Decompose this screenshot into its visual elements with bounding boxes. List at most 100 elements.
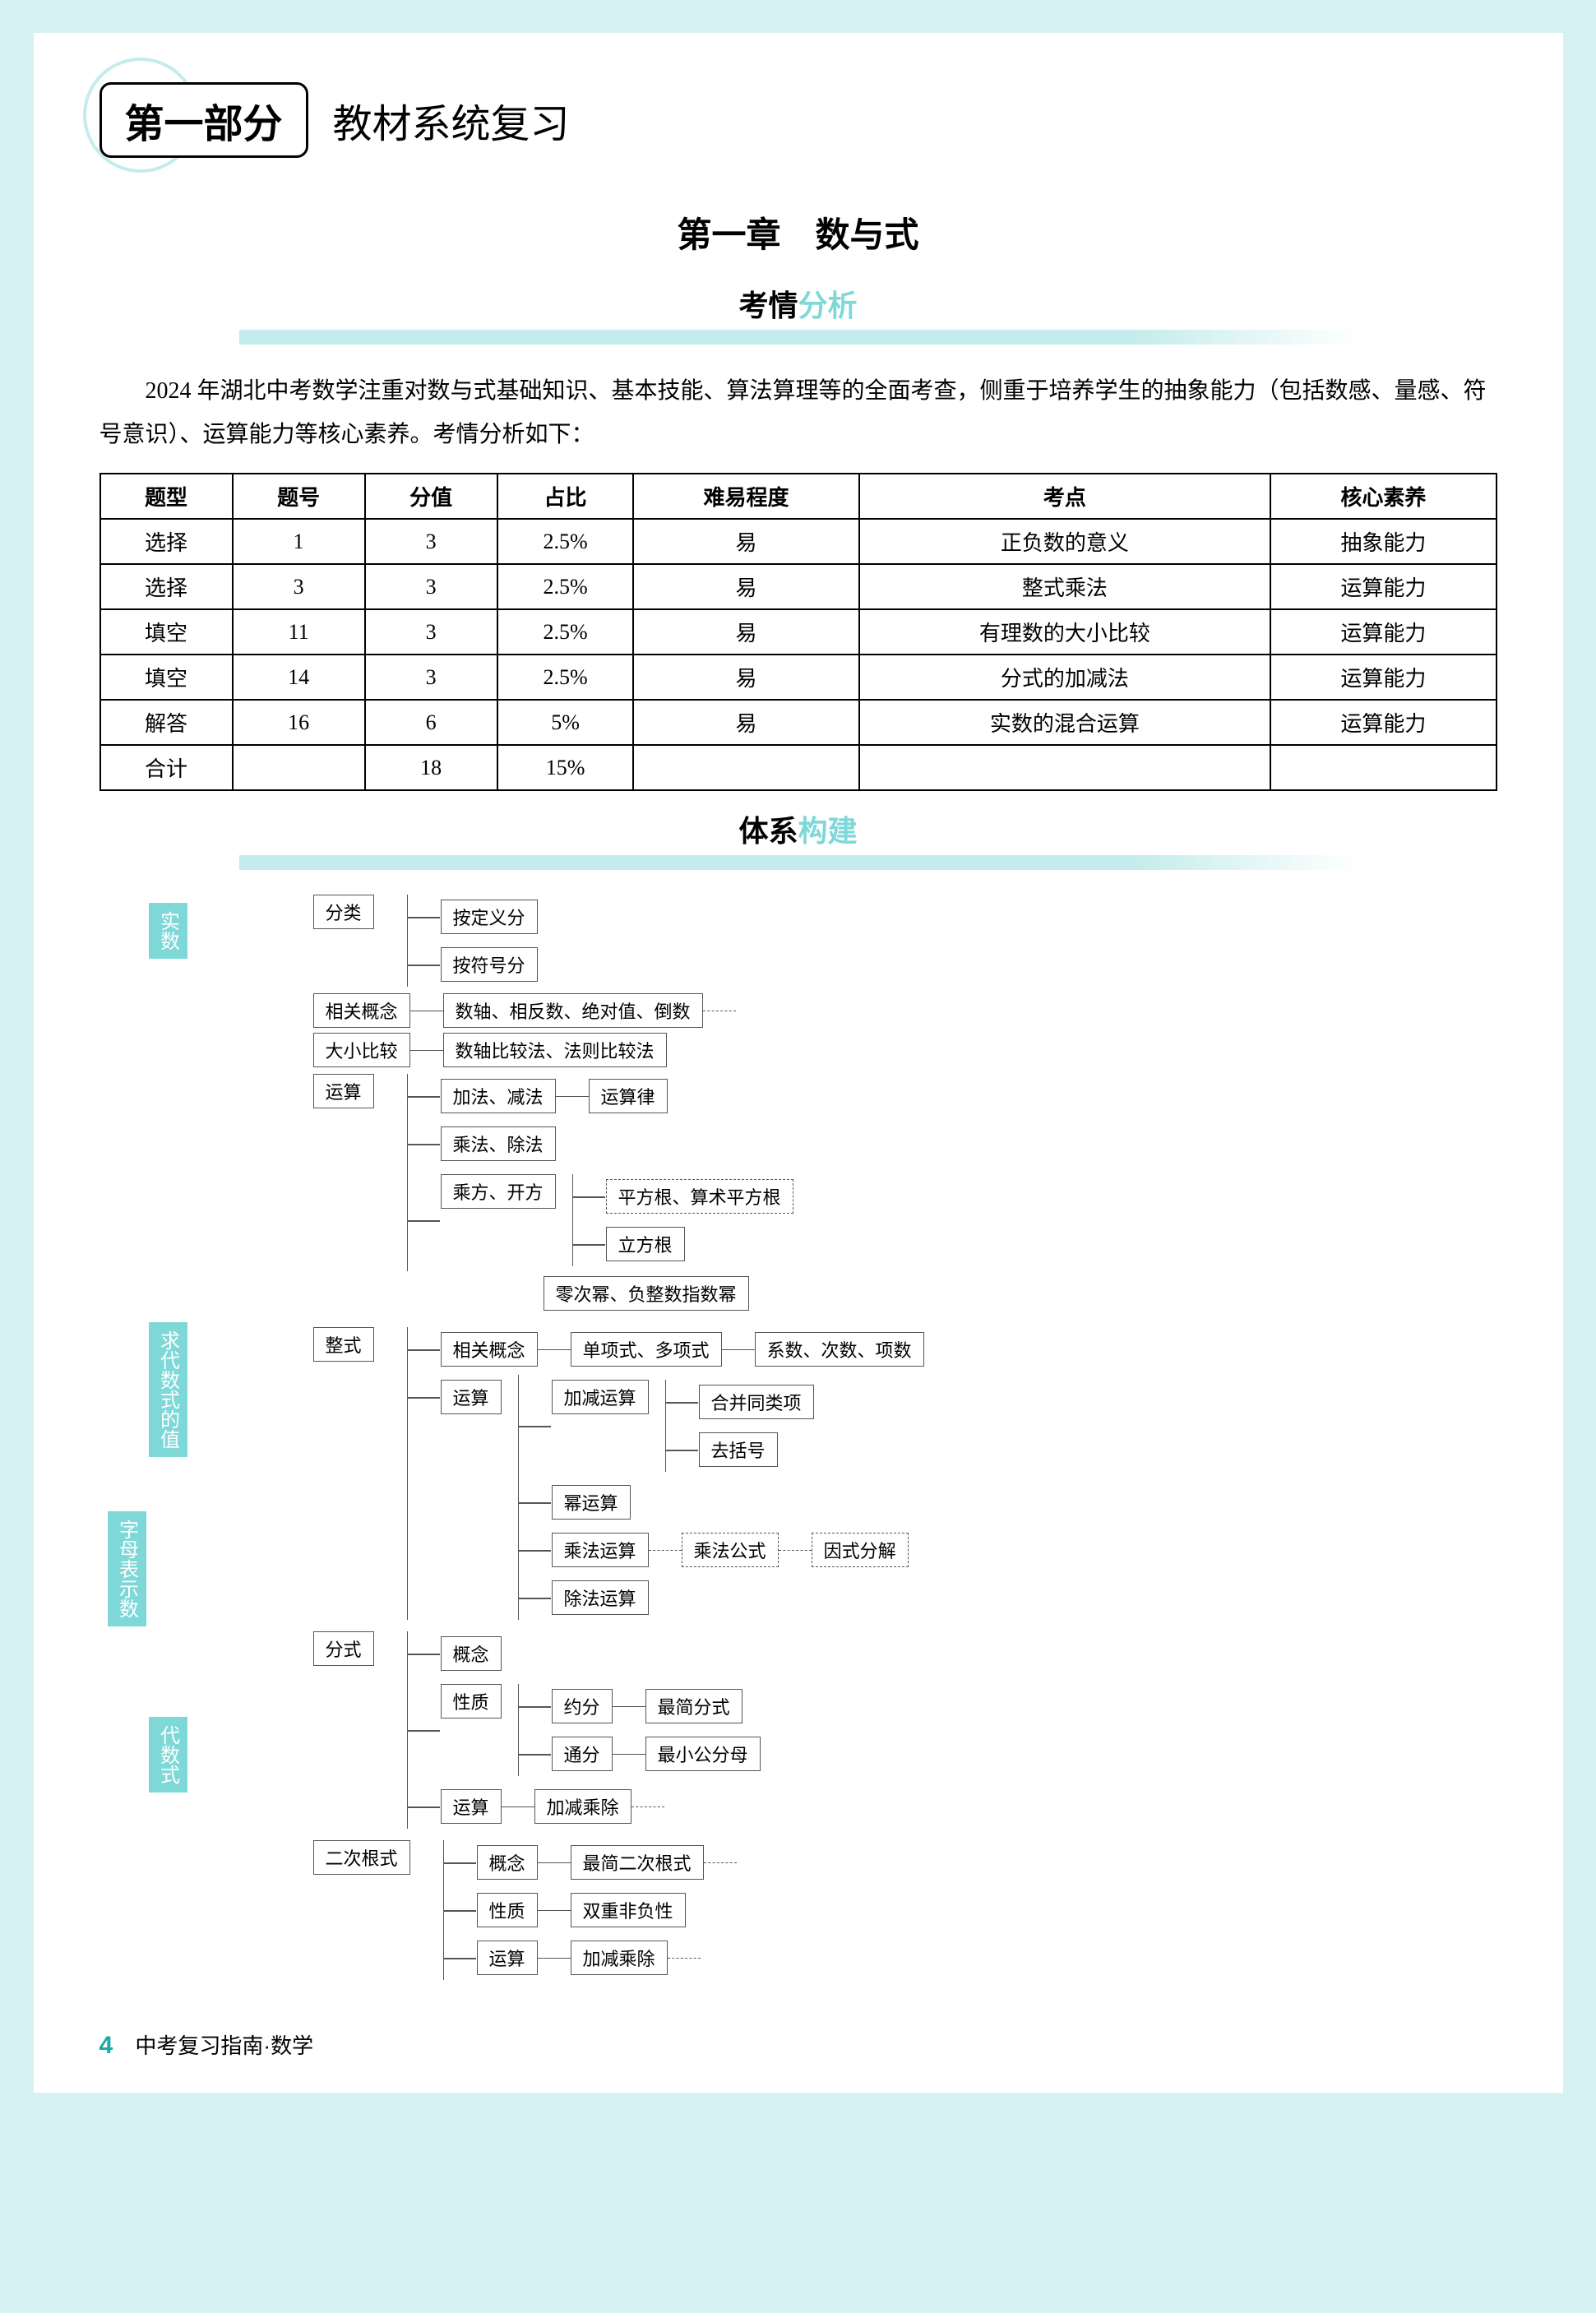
- table-row: 填空1132.5%易有理数的大小比较运算能力: [100, 609, 1497, 655]
- node-shuangchong: 双重非负性: [571, 1893, 686, 1927]
- section-kaoqing: 考情分析: [99, 282, 1497, 345]
- table-header-cell: 题号: [233, 474, 365, 519]
- table-row: 选择132.5%易正负数的意义抽象能力: [100, 519, 1497, 564]
- branch-lingci: 零次幂、负整数指数幂: [544, 1276, 1497, 1311]
- node-chengfang: 乘方、开方: [441, 1174, 556, 1209]
- table-header-cell: 考点: [859, 474, 1271, 519]
- table-cell: [1270, 745, 1496, 790]
- node-genshi: 二次根式: [313, 1840, 410, 1875]
- table-cell: 有理数的大小比较: [859, 609, 1271, 655]
- branch-yunsuan: 运算 加法、减法 运算律 乘法、除法 乘方、开方 平方根、算术平方根: [313, 1074, 1497, 1271]
- section-bar: [239, 330, 1358, 345]
- node-gainian-leaf: 数轴、相反数、绝对值、倒数: [443, 993, 703, 1028]
- part-badge: 第一部分: [99, 82, 308, 158]
- table-cell: [233, 745, 365, 790]
- node-gs-yunsuan: 运算: [477, 1941, 538, 1975]
- table-cell: 选择: [100, 519, 233, 564]
- branch-bijiao: 大小比较 数轴比较法、法则比较法: [313, 1033, 1497, 1067]
- node-qukuohao: 去括号: [699, 1432, 778, 1467]
- node-tongfen: 通分: [552, 1737, 613, 1771]
- table-cell: 正负数的意义: [859, 519, 1271, 564]
- node-fenshi: 分式: [313, 1631, 374, 1666]
- node-fs-yunsuan: 运算: [441, 1789, 502, 1824]
- table-row: 合计1815%: [100, 745, 1497, 790]
- table-cell: 15%: [497, 745, 634, 790]
- node-fenlei: 分类: [313, 895, 374, 929]
- table-cell: 填空: [100, 609, 233, 655]
- node-fs-gainian: 概念: [441, 1636, 502, 1671]
- table-cell: 2.5%: [497, 609, 634, 655]
- node-bijiao-leaf: 数轴比较法、法则比较法: [443, 1033, 667, 1067]
- table-cell: 18: [365, 745, 497, 790]
- chapter-title: 第一章 数与式: [99, 207, 1497, 257]
- node-andingyi: 按定义分: [441, 900, 538, 934]
- node-fs-jjcc: 加减乘除: [534, 1789, 631, 1824]
- node-zuijian: 最简分式: [645, 1689, 742, 1723]
- node-fs-xingzhi: 性质: [441, 1684, 502, 1719]
- node-gainian: 相关概念: [313, 993, 410, 1028]
- table-cell: 11: [233, 609, 365, 655]
- node-yuefen: 约分: [552, 1689, 613, 1723]
- vtab-outer: 字母表示数: [108, 1511, 146, 1626]
- node-chengfagongshi: 乘法公式: [682, 1533, 779, 1567]
- table-cell: 14: [233, 655, 365, 700]
- page: 第一部分 教材系统复习 第一章 数与式 考情分析 2024 年湖北中考数学注重对…: [34, 33, 1563, 2093]
- table-cell: 分式的加减法: [859, 655, 1271, 700]
- table-cell: 易: [633, 519, 858, 564]
- node-lifanggen: 立方根: [606, 1227, 685, 1261]
- table-cell: 2.5%: [497, 655, 634, 700]
- table-cell: [859, 745, 1271, 790]
- node-yinshi: 因式分解: [812, 1533, 909, 1567]
- table-cell: 填空: [100, 655, 233, 700]
- node-chengfa: 乘法、除法: [441, 1126, 556, 1161]
- table-cell: 16: [233, 700, 365, 745]
- table-cell: 整式乘法: [859, 564, 1271, 609]
- branch-zhengshi: 整式 相关概念 单项式、多项式 系数、次数、项数 运算 加减运算: [313, 1327, 1497, 1620]
- vtab-daishushi: 代数式: [149, 1717, 187, 1793]
- page-footer: 4 中考复习指南·数学: [99, 2029, 1497, 2060]
- section1-bold: 考情: [738, 289, 798, 322]
- page-number: 4: [99, 2032, 113, 2059]
- section-tixi: 体系构建: [99, 807, 1497, 870]
- table-header-cell: 难易程度: [633, 474, 858, 519]
- table-header-cell: 分值: [365, 474, 497, 519]
- vtab-mid: 求代数式的值: [149, 1322, 187, 1457]
- analysis-table: 题型题号分值占比难易程度考点核心素养 选择132.5%易正负数的意义抽象能力选择…: [99, 473, 1497, 791]
- node-zuixiaogfm: 最小公分母: [645, 1737, 761, 1771]
- shishu-block: 分类 按定义分 按符号分 相关概念 数轴、相反数、绝对值、倒数 大小比较 数轴比…: [198, 895, 1497, 1311]
- node-danxiang: 单项式、多项式: [571, 1332, 722, 1367]
- header-row: 第一部分 教材系统复习: [99, 82, 1497, 158]
- daishushi-block: 整式 相关概念 单项式、多项式 系数、次数、项数 运算 加减运算: [198, 1327, 1497, 1980]
- table-cell: 运算能力: [1270, 564, 1496, 609]
- table-cell: [633, 745, 858, 790]
- node-miyunsuan: 幂运算: [552, 1485, 631, 1520]
- node-xishu: 系数、次数、项数: [755, 1332, 924, 1367]
- table-cell: 1: [233, 519, 365, 564]
- node-anfuhao: 按符号分: [441, 947, 538, 982]
- table-cell: 3: [365, 564, 497, 609]
- table-cell: 2.5%: [497, 564, 634, 609]
- table-cell: 易: [633, 655, 858, 700]
- table-header-cell: 题型: [100, 474, 233, 519]
- table-cell: 5%: [497, 700, 634, 745]
- table-cell: 6: [365, 700, 497, 745]
- part-title: 教材系统复习: [333, 91, 570, 149]
- node-zuijiangenshi: 最简二次根式: [571, 1845, 704, 1880]
- branch-fenshi: 分式 概念 性质 约分 最简分式 通分: [313, 1631, 1497, 1829]
- table-cell: 选择: [100, 564, 233, 609]
- node-yunsuan: 运算: [313, 1074, 374, 1108]
- table-cell: 易: [633, 564, 858, 609]
- node-yunsuanlv: 运算律: [589, 1079, 668, 1113]
- section1-accent: 分析: [798, 289, 858, 322]
- table-cell: 抽象能力: [1270, 519, 1496, 564]
- branch-gainian: 相关概念 数轴、相反数、绝对值、倒数: [313, 993, 1497, 1028]
- node-chufa: 除法运算: [552, 1580, 649, 1615]
- table-cell: 运算能力: [1270, 609, 1496, 655]
- section-bar: [239, 855, 1358, 870]
- node-gs-jjcc: 加减乘除: [571, 1941, 668, 1975]
- table-cell: 易: [633, 609, 858, 655]
- table-cell: 运算能力: [1270, 655, 1496, 700]
- table-header-cell: 核心素养: [1270, 474, 1496, 519]
- node-pingfanggen: 平方根、算术平方根: [606, 1179, 793, 1214]
- table-cell: 运算能力: [1270, 700, 1496, 745]
